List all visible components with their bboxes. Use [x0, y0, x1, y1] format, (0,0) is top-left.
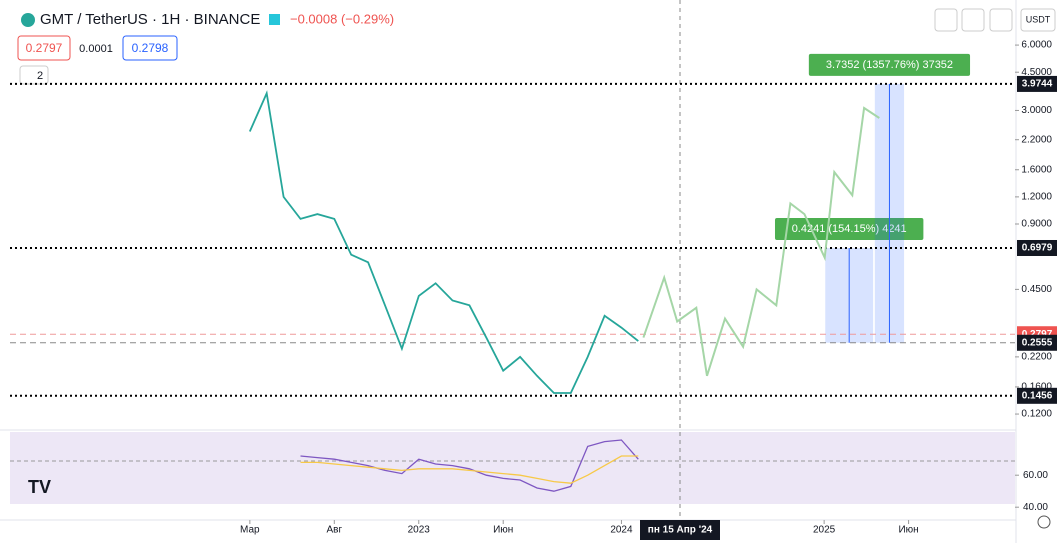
price-label-bg	[1017, 334, 1057, 351]
series-line	[642, 106, 880, 377]
bid-box[interactable]	[17, 35, 71, 61]
rsi-tick-label: 40.00	[1023, 502, 1048, 513]
crosshair-label-bg	[640, 520, 720, 540]
y-tick-label: 0.1600	[1021, 382, 1052, 393]
y-tick-label: 1.6000	[1021, 164, 1052, 175]
y-tick-label: 4.5000	[1021, 67, 1052, 78]
x-tick-label: Авг	[326, 525, 342, 536]
measure-label: 0.4241 (154.15%) 4241	[792, 223, 907, 235]
ask: 0.2798	[132, 41, 169, 55]
x-tick-label: Июн	[493, 525, 513, 536]
down-button[interactable]	[934, 8, 958, 32]
rsi-tick-label: 60.00	[1023, 470, 1048, 481]
measure-label: 3.7352 (1357.76%) 37352	[826, 59, 953, 71]
rsi-line	[300, 439, 639, 492]
x-tick-label: 2023	[408, 525, 431, 536]
currency: USDT	[1026, 14, 1051, 24]
y-tick-label: 0.9000	[1021, 219, 1052, 230]
spread: 0.0001	[79, 43, 113, 55]
logo: TV	[28, 477, 51, 497]
y-tick-label: 3.0000	[1021, 105, 1052, 116]
price-label-bg	[1017, 75, 1057, 92]
y-tick-label: 0.1200	[1021, 409, 1052, 420]
flag[interactable]	[269, 14, 280, 25]
y-tick-label: 0.2200	[1021, 352, 1052, 363]
symbol-icon	[21, 13, 35, 27]
series-line	[248, 90, 639, 394]
bid: 0.2797	[26, 41, 63, 55]
rsi-line	[300, 455, 639, 484]
collapse-button[interactable]	[961, 8, 985, 32]
indicator-count: 2	[37, 70, 43, 82]
indicator-toggle[interactable]	[19, 65, 49, 85]
currency-button[interactable]	[1020, 8, 1056, 32]
price-label-bg	[1017, 387, 1057, 404]
y-tick-label: 1.2000	[1021, 192, 1052, 203]
y-tick-label: 0.4500	[1021, 284, 1052, 295]
symbol[interactable]: GMT / TetherUS · 1H · BINANCE	[40, 11, 260, 28]
x-tick-label: 2025	[813, 525, 836, 536]
price-label-bg	[1017, 239, 1057, 256]
price-label: 0.6979	[1022, 243, 1053, 254]
crosshair-label: пн 15 Апр '24	[648, 525, 713, 536]
measure-label-bg	[774, 217, 924, 240]
price-label: 0.2555	[1022, 337, 1053, 348]
ask-box[interactable]	[122, 35, 178, 61]
change: −0.0008 (−0.29%)	[290, 11, 394, 26]
measure-label-bg	[808, 53, 971, 76]
x-tick-label: Июн	[898, 525, 918, 536]
price-label: 3.9744	[1022, 79, 1053, 90]
fullscreen-button[interactable]	[989, 8, 1013, 32]
x-tick-label: Мар	[240, 525, 260, 536]
y-tick-label: 2.2000	[1021, 134, 1052, 145]
y-tick-label: 6.0000	[1021, 40, 1052, 51]
x-tick-label: 2024	[610, 525, 633, 536]
rsi-band	[10, 432, 1015, 504]
price-label: 0.1456	[1022, 390, 1053, 401]
price-label: 0.2797	[1022, 329, 1053, 340]
settings[interactable]	[1037, 515, 1051, 529]
